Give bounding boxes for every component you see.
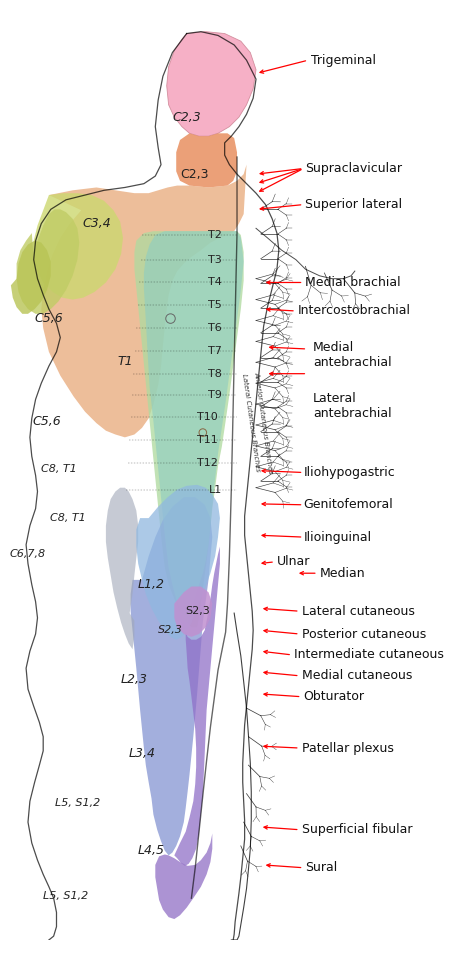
Text: T3: T3 [208,254,222,265]
Text: Medial
antebrachial: Medial antebrachial [313,340,392,368]
Text: Posterior cutaneous: Posterior cutaneous [301,628,426,640]
Polygon shape [34,193,123,300]
Text: C5,6: C5,6 [33,415,61,428]
Text: Intermediate cutaneous: Intermediate cutaneous [294,649,444,661]
Polygon shape [135,231,244,628]
Polygon shape [41,165,246,438]
Text: T10: T10 [197,413,218,422]
Text: C8, T1: C8, T1 [50,513,86,523]
Text: T8: T8 [208,368,222,379]
Text: Ilioinguinal: Ilioinguinal [303,530,372,544]
Text: T1: T1 [117,355,133,368]
Text: Trigeminal: Trigeminal [311,54,376,67]
Text: Patellar plexus: Patellar plexus [301,741,393,755]
Polygon shape [17,209,79,314]
Text: L1,2: L1,2 [138,578,165,591]
Text: C6,7,8: C6,7,8 [10,549,46,559]
Text: T9: T9 [208,389,222,400]
Polygon shape [137,485,220,640]
Text: C5,6: C5,6 [35,312,63,325]
Text: T11: T11 [197,435,218,445]
Text: Medial cutaneous: Medial cutaneous [301,669,412,683]
Text: L4,5: L4,5 [138,844,165,857]
Text: C2,3: C2,3 [172,111,201,123]
Polygon shape [174,547,220,866]
Polygon shape [106,488,138,649]
Text: L2,3: L2,3 [121,673,148,686]
Text: Lateral cutaneous: Lateral cutaneous [301,604,414,618]
Text: L5, S1,2: L5, S1,2 [44,892,89,901]
Polygon shape [11,241,51,314]
Polygon shape [176,133,237,187]
Text: T4: T4 [208,278,222,287]
Text: Supraclavicular: Supraclavicular [305,162,402,174]
Text: L5, S1,2: L5, S1,2 [55,798,100,808]
Text: T12: T12 [197,458,218,468]
Text: C8, T1: C8, T1 [40,464,76,473]
Text: Intercostobrachial: Intercostobrachial [298,305,411,317]
Polygon shape [144,231,244,623]
Polygon shape [131,497,212,855]
Text: Ulnar: Ulnar [277,555,310,569]
Text: Superior lateral: Superior lateral [305,198,402,211]
Text: Lateral Cutaneous Branches: Lateral Cutaneous Branches [241,374,261,472]
Text: Superficial fibular: Superficial fibular [301,823,412,836]
Text: S2,3: S2,3 [186,606,210,616]
Text: T7: T7 [208,346,222,356]
Text: L1: L1 [209,485,222,495]
Text: Iliohypogastric: Iliohypogastric [303,466,395,479]
Text: S2,3: S2,3 [158,626,183,635]
Text: Median: Median [319,567,365,579]
Polygon shape [167,32,256,136]
Polygon shape [155,834,212,919]
Text: C3,4: C3,4 [82,217,111,230]
Text: T6: T6 [208,323,222,334]
Text: L3,4: L3,4 [128,747,155,761]
Text: Genitofemoral: Genitofemoral [303,498,393,511]
Text: Anterior Cutaneous Branches: Anterior Cutaneous Branches [254,372,274,474]
Text: T5: T5 [208,300,222,310]
Text: Obturator: Obturator [303,690,365,703]
Text: C2,3: C2,3 [180,168,209,180]
Text: Lateral
antebrachial: Lateral antebrachial [313,392,392,420]
Text: Sural: Sural [305,861,337,874]
Text: T2: T2 [208,230,222,240]
Polygon shape [174,586,212,637]
Text: Medial brachial: Medial brachial [305,276,401,289]
